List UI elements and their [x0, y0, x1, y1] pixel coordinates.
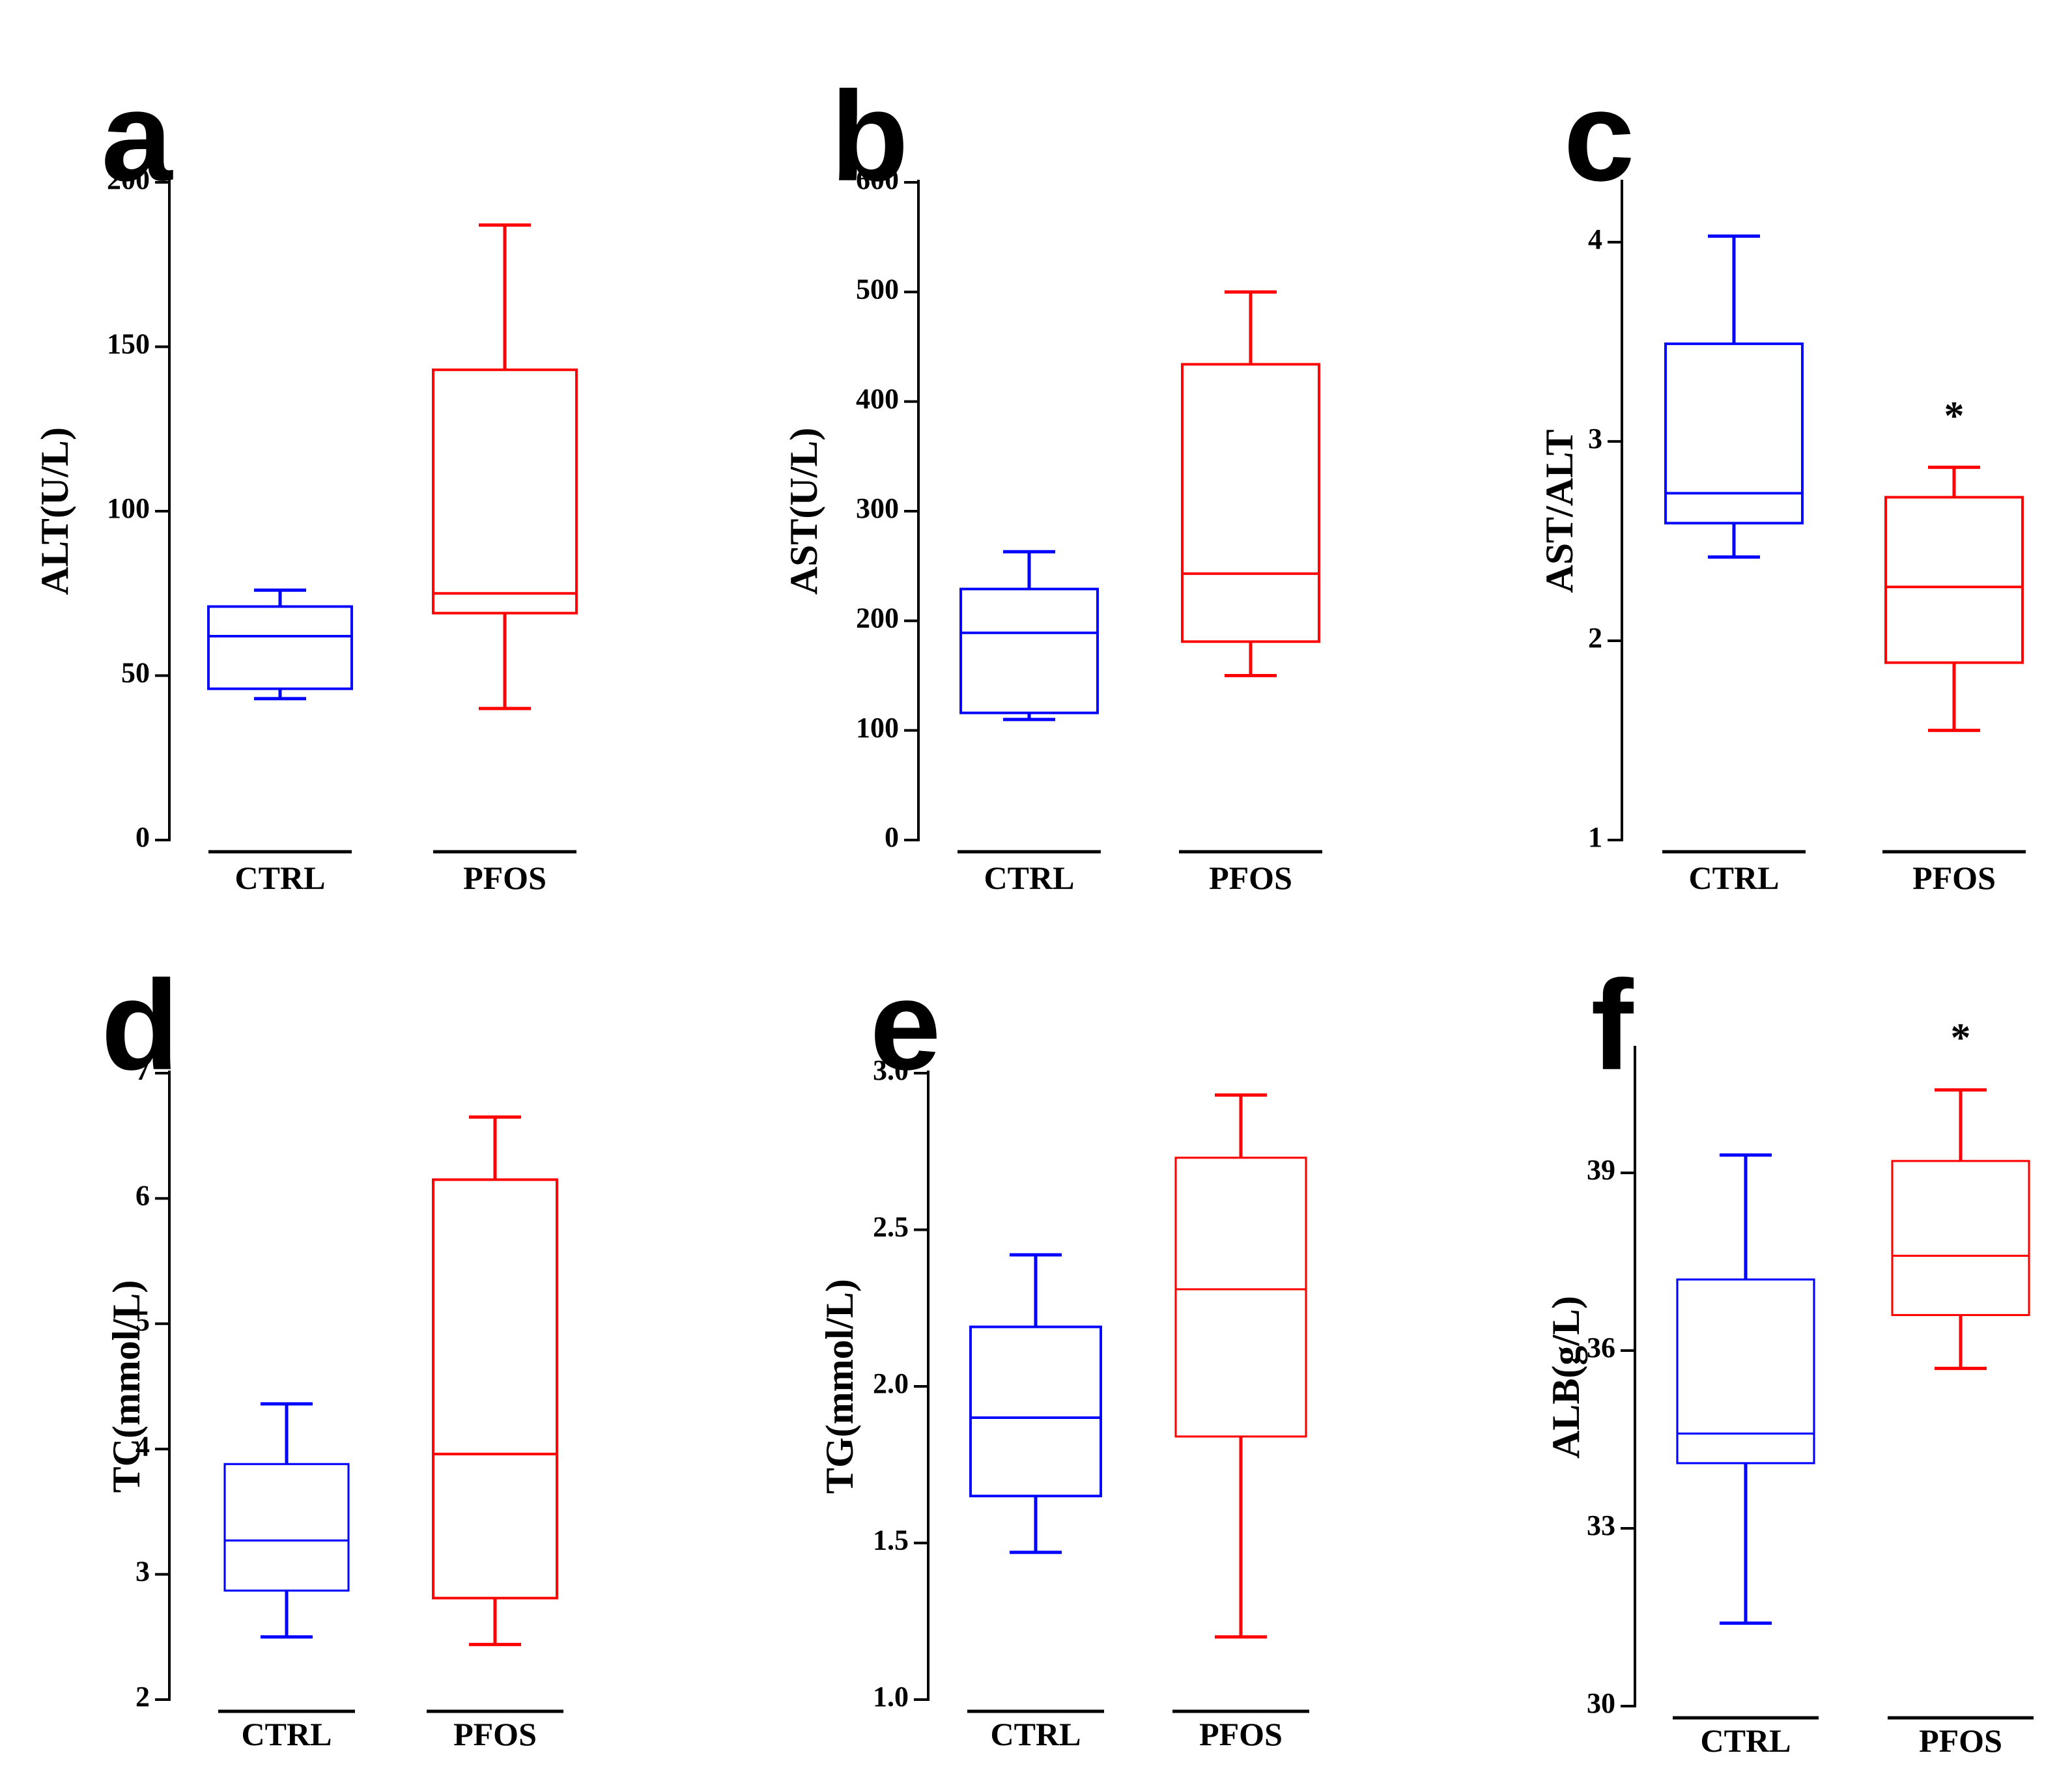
panel-letter: c: [1563, 65, 1634, 208]
y-tick-label: 400: [856, 383, 899, 415]
panel-letter: b: [830, 65, 909, 208]
box-pfos: [1891, 1088, 2030, 1370]
y-tick-label: 2.5: [873, 1211, 909, 1243]
panel-letter: a: [101, 65, 173, 208]
box-iqr: [432, 368, 578, 615]
y-tick-label: 200: [856, 602, 899, 634]
y-tick-label: 7: [135, 1054, 150, 1086]
box-pfos: [1174, 1093, 1307, 1639]
box-pfos: [1884, 466, 2024, 733]
box-iqr: [207, 605, 353, 690]
y-tick-label: 100: [107, 492, 150, 524]
category-label-pfos: PFOS: [463, 860, 546, 896]
y-tick-label: 1.0: [873, 1681, 909, 1713]
box-ctrl: [207, 588, 353, 701]
box-iqr: [1174, 1157, 1307, 1438]
box-iqr: [1676, 1278, 1815, 1465]
y-tick-label: 500: [856, 273, 899, 305]
y-axis-label: ALT(U/L): [33, 427, 76, 595]
y-axis-label: TC(mmol/L): [105, 1280, 148, 1493]
y-tick-label: 50: [121, 657, 150, 689]
y-tick-label: 300: [856, 492, 899, 524]
box-iqr: [959, 587, 1099, 714]
panel-c: c 1 2 3 4 AST/ALT CTRL PFOS *: [1538, 65, 2026, 896]
y-tick-label: 1.5: [873, 1524, 909, 1556]
category-label-ctrl: CTRL: [984, 860, 1075, 896]
category-label-ctrl: CTRL: [991, 1716, 1081, 1752]
category-label-ctrl: CTRL: [1701, 1722, 1791, 1759]
y-tick-label: 0: [885, 821, 899, 853]
panel-e: e1.01.52.02.53.0TG(mmol/L)CTRL PFOS: [818, 954, 1309, 1752]
y-tick-label: 2: [135, 1681, 150, 1713]
y-tick-label: 0: [135, 821, 150, 853]
category-label-ctrl: CTRL: [235, 860, 326, 896]
y-tick-label: 5: [135, 1305, 150, 1337]
y-tick-label: 4: [1588, 223, 1602, 255]
category-label-pfos: PFOS: [1919, 1722, 2002, 1759]
box-iqr: [1884, 496, 2024, 664]
y-tick-label: 1: [1588, 821, 1602, 853]
y-tick-label: 33: [1587, 1509, 1615, 1541]
y-tick-label: 3: [1588, 423, 1602, 455]
significance-marker: *: [1951, 1016, 1971, 1060]
box-pfos: [432, 223, 578, 710]
box-iqr: [432, 1178, 558, 1600]
category-label-ctrl: CTRL: [1689, 860, 1780, 896]
significance-marker: *: [1944, 394, 1965, 438]
y-axis-label: AST/ALT: [1538, 429, 1581, 593]
y-axis-label: AST(U/L): [782, 428, 825, 595]
panel-f: f 30 33 36 39 ALB(g/L) CTRL PFOS *: [1544, 954, 2034, 1759]
box-iqr: [223, 1463, 350, 1592]
y-tick-label: 3: [135, 1556, 150, 1588]
box-iqr: [1891, 1160, 2030, 1316]
box-ctrl: [959, 550, 1099, 722]
y-axis-label: ALB(g/L): [1544, 1296, 1587, 1459]
category-label-pfos: PFOS: [1209, 860, 1292, 896]
category-label-pfos: PFOS: [1199, 1716, 1283, 1752]
y-tick-label: 600: [856, 163, 899, 195]
category-label-ctrl: CTRL: [242, 1716, 332, 1752]
category-label-pfos: PFOS: [453, 1716, 537, 1752]
y-axis-label: TG(mmol/L): [818, 1279, 861, 1494]
panel-a: a 0 50 100 150 200 ALT(U/L) CTRL PFOS: [33, 65, 578, 896]
box-ctrl: [1664, 234, 1804, 559]
box-pfos: [1181, 290, 1320, 677]
panel-b: b 0 100 200 300 400 500 600 AST(U/L) CTRL PFOS: [782, 65, 1322, 896]
box-pfos: [432, 1115, 558, 1646]
y-tick-label: 4: [135, 1430, 150, 1462]
box-iqr: [1181, 363, 1320, 643]
y-tick-label: 150: [107, 328, 150, 360]
box-iqr: [969, 1325, 1102, 1498]
y-tick-label: 36: [1587, 1332, 1615, 1364]
y-tick-label: 6: [135, 1179, 150, 1211]
box-ctrl: [1676, 1153, 1815, 1625]
y-tick-label: 30: [1587, 1687, 1615, 1719]
y-tick-label: 3.0: [873, 1054, 909, 1086]
box-ctrl: [223, 1402, 350, 1639]
y-tick-label: 100: [856, 712, 899, 744]
category-label-pfos: PFOS: [1912, 860, 1996, 896]
y-tick-label: 200: [107, 163, 150, 195]
y-tick-label: 39: [1587, 1154, 1615, 1186]
box-ctrl: [969, 1253, 1102, 1554]
panel-letter: f: [1591, 954, 1634, 1097]
y-tick-label: 2: [1588, 622, 1602, 654]
y-tick-label: 2.0: [873, 1367, 909, 1399]
box-iqr: [1664, 342, 1804, 525]
